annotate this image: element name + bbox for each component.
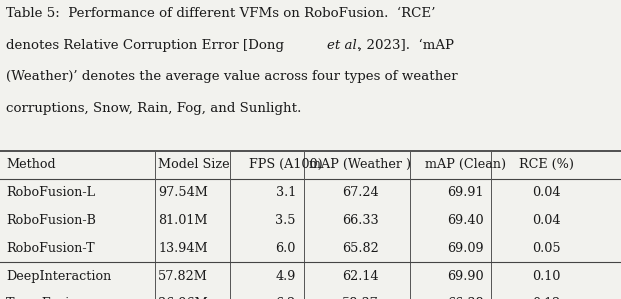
Text: 0.04: 0.04 (532, 186, 561, 199)
Text: et al.: et al. (327, 39, 361, 52)
Text: 6.0: 6.0 (276, 242, 296, 255)
Text: RoboFusion-T: RoboFusion-T (6, 242, 95, 255)
Text: RoboFusion-B: RoboFusion-B (6, 214, 96, 227)
Text: TransFusion: TransFusion (6, 298, 86, 299)
Text: Model Size: Model Size (158, 158, 230, 171)
Text: 6.2: 6.2 (276, 298, 296, 299)
Text: FPS (A100): FPS (A100) (249, 158, 322, 171)
Text: Method: Method (6, 158, 56, 171)
Text: 65.82: 65.82 (342, 242, 379, 255)
Text: 67.24: 67.24 (342, 186, 378, 199)
Text: 69.91: 69.91 (448, 186, 484, 199)
Text: 3.5: 3.5 (275, 214, 296, 227)
Text: 97.54M: 97.54M (158, 186, 208, 199)
Text: Table 5:  Performance of different VFMs on RoboFusion.  ‘RCE’: Table 5: Performance of different VFMs o… (6, 7, 436, 20)
Text: 36.96M: 36.96M (158, 298, 208, 299)
Text: 0.12: 0.12 (532, 298, 561, 299)
Text: 81.01M: 81.01M (158, 214, 208, 227)
Text: 62.14: 62.14 (342, 270, 378, 283)
Text: 57.82M: 57.82M (158, 270, 208, 283)
Text: 3.1: 3.1 (276, 186, 296, 199)
Text: mAP (Clean): mAP (Clean) (425, 158, 506, 171)
Text: , 2023].  ‘mAP: , 2023]. ‘mAP (358, 39, 454, 52)
Text: 58.37: 58.37 (342, 298, 379, 299)
Text: RCE (%): RCE (%) (519, 158, 574, 171)
Text: RoboFusion-L: RoboFusion-L (6, 186, 95, 199)
Text: 69.90: 69.90 (448, 270, 484, 283)
Text: 69.09: 69.09 (448, 242, 484, 255)
Text: 66.38: 66.38 (448, 298, 484, 299)
Text: mAP (Weather ): mAP (Weather ) (309, 158, 411, 171)
Text: denotes Relative Corruption Error [Dong: denotes Relative Corruption Error [Dong (6, 39, 289, 52)
Text: 0.05: 0.05 (532, 242, 561, 255)
Text: 13.94M: 13.94M (158, 242, 208, 255)
Text: DeepInteraction: DeepInteraction (6, 270, 111, 283)
Text: 69.40: 69.40 (448, 214, 484, 227)
Text: 66.33: 66.33 (342, 214, 378, 227)
Text: 0.04: 0.04 (532, 214, 561, 227)
Text: corruptions, Snow, Rain, Fog, and Sunlight.: corruptions, Snow, Rain, Fog, and Sunlig… (6, 102, 302, 115)
Text: (Weather)’ denotes the average value across four types of weather: (Weather)’ denotes the average value acr… (6, 70, 458, 83)
Text: 0.10: 0.10 (532, 270, 561, 283)
Text: 4.9: 4.9 (276, 270, 296, 283)
